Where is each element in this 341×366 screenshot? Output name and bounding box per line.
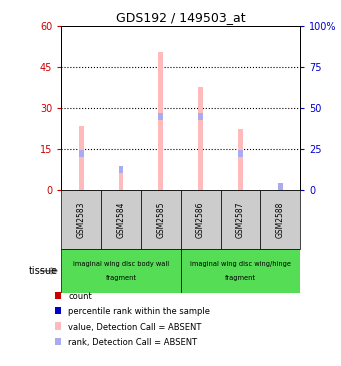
Bar (198, 113, 203, 120)
Title: GDS192 / 149503_at: GDS192 / 149503_at (116, 11, 246, 25)
Bar (181, 190, 221, 249)
Bar (221, 190, 260, 249)
Text: GSM2586: GSM2586 (196, 201, 205, 238)
Bar (61, 190, 101, 249)
Bar (278, 183, 283, 190)
Bar (278, 185, 283, 190)
Text: GSM2585: GSM2585 (156, 201, 165, 238)
Text: value, Detection Call = ABSENT: value, Detection Call = ABSENT (68, 323, 202, 332)
Bar (79, 150, 84, 157)
Text: fragment: fragment (225, 274, 256, 280)
Bar (159, 113, 163, 120)
Bar (260, 190, 300, 249)
Text: imaginal wing disc body wall: imaginal wing disc body wall (73, 261, 169, 267)
Bar (101, 190, 141, 249)
Bar (79, 126, 84, 190)
Text: tissue: tissue (29, 266, 58, 276)
Bar (141, 190, 181, 249)
Bar (119, 166, 123, 173)
Text: count: count (68, 292, 92, 301)
Bar (61, 249, 181, 293)
Text: percentile rank within the sample: percentile rank within the sample (68, 307, 210, 316)
Bar (159, 52, 163, 190)
Text: GSM2588: GSM2588 (276, 201, 285, 238)
Text: imaginal wing disc wing/hinge: imaginal wing disc wing/hinge (190, 261, 291, 267)
Bar (181, 249, 300, 293)
Bar (198, 87, 203, 190)
Bar (119, 167, 123, 190)
Text: rank, Detection Call = ABSENT: rank, Detection Call = ABSENT (68, 338, 197, 347)
Text: GSM2583: GSM2583 (77, 201, 86, 238)
Bar (238, 150, 243, 157)
Text: fragment: fragment (106, 274, 136, 280)
Bar (238, 128, 243, 190)
Text: GSM2584: GSM2584 (117, 201, 125, 238)
Text: GSM2587: GSM2587 (236, 201, 245, 238)
